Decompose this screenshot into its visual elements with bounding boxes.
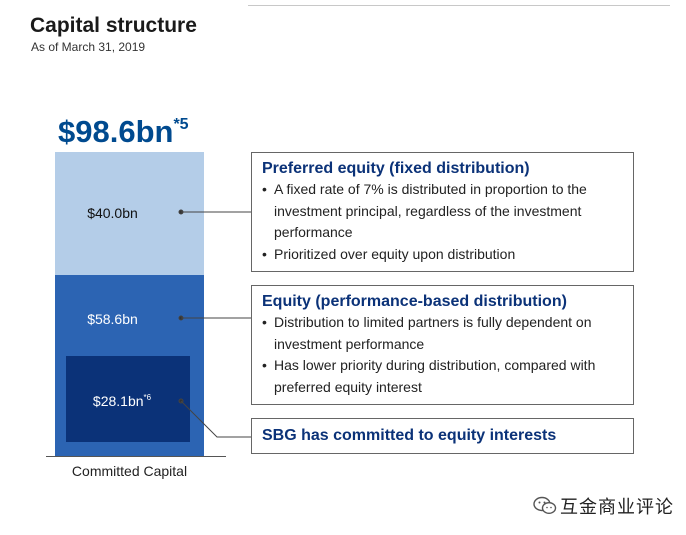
callout-equity: Equity (performance-based distribution) … [251, 285, 634, 405]
bar-baseline [46, 456, 226, 457]
page-subtitle: As of March 31, 2019 [31, 40, 146, 54]
callout-preferred-equity: Preferred equity (fixed distribution) A … [251, 152, 634, 272]
watermark-text: 互金商业评论 [560, 497, 674, 517]
total-value: $98.6bn [58, 114, 174, 149]
bar-segment-sbg [66, 356, 190, 442]
segment-label-sbg: $28.1bn*6 [66, 393, 178, 409]
bullet-item: A fixed rate of 7% is distributed in pro… [262, 179, 623, 244]
bullet-item: Distribution to limited partners is full… [262, 312, 623, 355]
total-capital: $98.6bn*5 [58, 114, 189, 150]
sbg-value: $28.1bn [92, 393, 144, 409]
bullet-item: Has lower priority during distribution, … [262, 355, 623, 398]
callout-title: Preferred equity (fixed distribution) [262, 160, 530, 177]
top-divider [248, 5, 670, 6]
callout-sbg: SBG has committed to equity interests [251, 418, 634, 454]
connector-line-sbg [180, 400, 251, 438]
wechat-icon [533, 496, 557, 515]
bullet-item: Prioritized over equity upon distributio… [262, 244, 623, 266]
segment-label-equity: $58.6bn [87, 311, 138, 327]
total-footnote: *5 [173, 116, 189, 133]
bar-axis-label: Committed Capital [71, 463, 188, 479]
callout-title: Equity (performance-based distribution) [262, 293, 567, 310]
callout-title: SBG has committed to equity interests [262, 427, 557, 444]
segment-label-preferred: $40.0bn [87, 205, 138, 221]
page-title: Capital structure [30, 14, 197, 37]
bullet-list: Distribution to limited partners is full… [262, 312, 623, 398]
bullet-list: A fixed rate of 7% is distributed in pro… [262, 179, 623, 265]
sbg-footnote: *6 [143, 393, 152, 402]
